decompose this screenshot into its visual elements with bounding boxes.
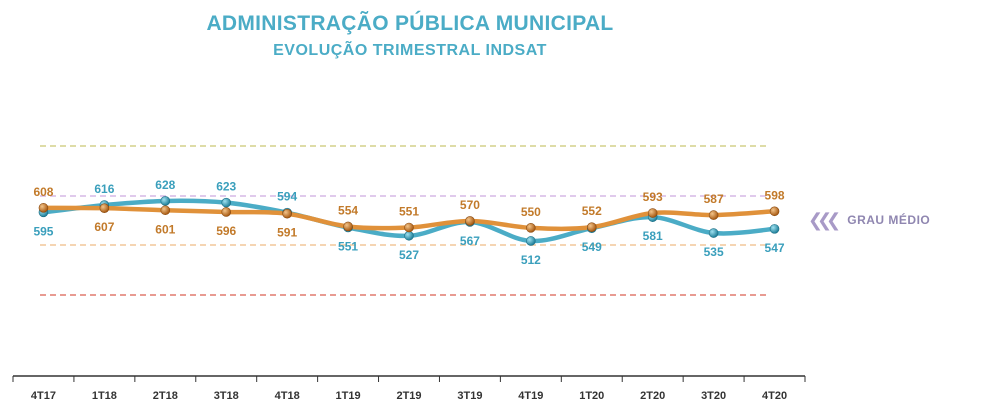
- orange-point: [343, 221, 353, 232]
- orange-data-label: 591: [277, 226, 297, 240]
- orange-point: [647, 208, 658, 218]
- blue-data-label: 549: [582, 240, 602, 254]
- x-tick-label: 2T19: [396, 390, 421, 402]
- chart-subtitle: EVOLUÇÃO TRIMESTRAL INDSAT: [273, 42, 547, 59]
- orange-data-label: 598: [765, 188, 785, 202]
- grau-medio-annotation: ❮❮❮ GRAU MÉDIO: [808, 209, 930, 231]
- grau-medio-label: GRAU MÉDIO: [847, 213, 931, 227]
- blue-data-label: 594: [277, 190, 297, 204]
- orange-data-label: 607: [94, 220, 114, 234]
- blue-point: [526, 236, 536, 246]
- x-tick-label: 2T20: [640, 390, 665, 402]
- blue-data-label: 581: [643, 229, 663, 243]
- orange-point: [465, 216, 475, 226]
- blue-data-label: 623: [216, 180, 236, 194]
- blue-data-label: 512: [521, 253, 541, 267]
- orange-data-label: 551: [399, 205, 419, 219]
- x-tick-label: 4T20: [762, 390, 787, 402]
- blue-point: [160, 196, 171, 206]
- x-tick-label: 4T18: [275, 390, 300, 402]
- blue-point: [769, 224, 780, 234]
- x-tick-label: 2T18: [153, 390, 178, 402]
- blue-data-label: 535: [704, 245, 724, 259]
- orange-data-label: 550: [521, 205, 541, 219]
- triple-chevron-left-icon: ❮❮❮: [808, 209, 841, 230]
- orange-data-label: 587: [704, 192, 724, 206]
- x-tick-label: 4T19: [518, 390, 543, 402]
- x-tick-label: 4T17: [31, 390, 56, 402]
- orange-data-label: 570: [460, 198, 480, 212]
- x-tick-label: 3T18: [214, 390, 239, 402]
- x-tick-label: 3T19: [457, 390, 482, 402]
- orange-point: [526, 223, 536, 233]
- orange-data-label: 554: [338, 203, 358, 217]
- orange-data-label: 593: [643, 190, 663, 204]
- orange-point: [282, 208, 292, 219]
- blue-data-label: 567: [460, 234, 480, 248]
- orange-point: [160, 205, 171, 216]
- orange-point: [708, 210, 719, 220]
- orange-point: [586, 222, 597, 232]
- orange-point: [769, 206, 780, 217]
- chart-title: ADMINISTRAÇÃO PÚBLICA MUNICIPAL: [206, 12, 614, 35]
- blue-data-label: 551: [338, 240, 358, 254]
- orange-data-label: 601: [155, 222, 175, 236]
- blue-data-label: 628: [155, 178, 175, 192]
- x-tick-label: 1T19: [336, 390, 361, 402]
- x-tick-label: 1T20: [579, 390, 604, 402]
- orange-point: [221, 207, 232, 217]
- orange-point: [404, 222, 414, 233]
- blue-data-label: 595: [33, 224, 53, 238]
- x-tick-label: 3T20: [701, 390, 726, 402]
- blue-data-label: 616: [94, 182, 114, 196]
- blue-point: [708, 228, 719, 238]
- orange-data-label: 596: [216, 224, 236, 238]
- orange-data-label: 552: [582, 204, 602, 218]
- orange-point: [38, 203, 49, 213]
- orange-data-label: 608: [33, 185, 53, 199]
- blue-data-label: 547: [765, 241, 785, 255]
- blue-point: [404, 230, 414, 241]
- blue-data-label: 527: [399, 248, 419, 262]
- x-tick-label: 1T18: [92, 390, 117, 402]
- orange-point: [99, 203, 110, 213]
- blue-point: [221, 197, 232, 208]
